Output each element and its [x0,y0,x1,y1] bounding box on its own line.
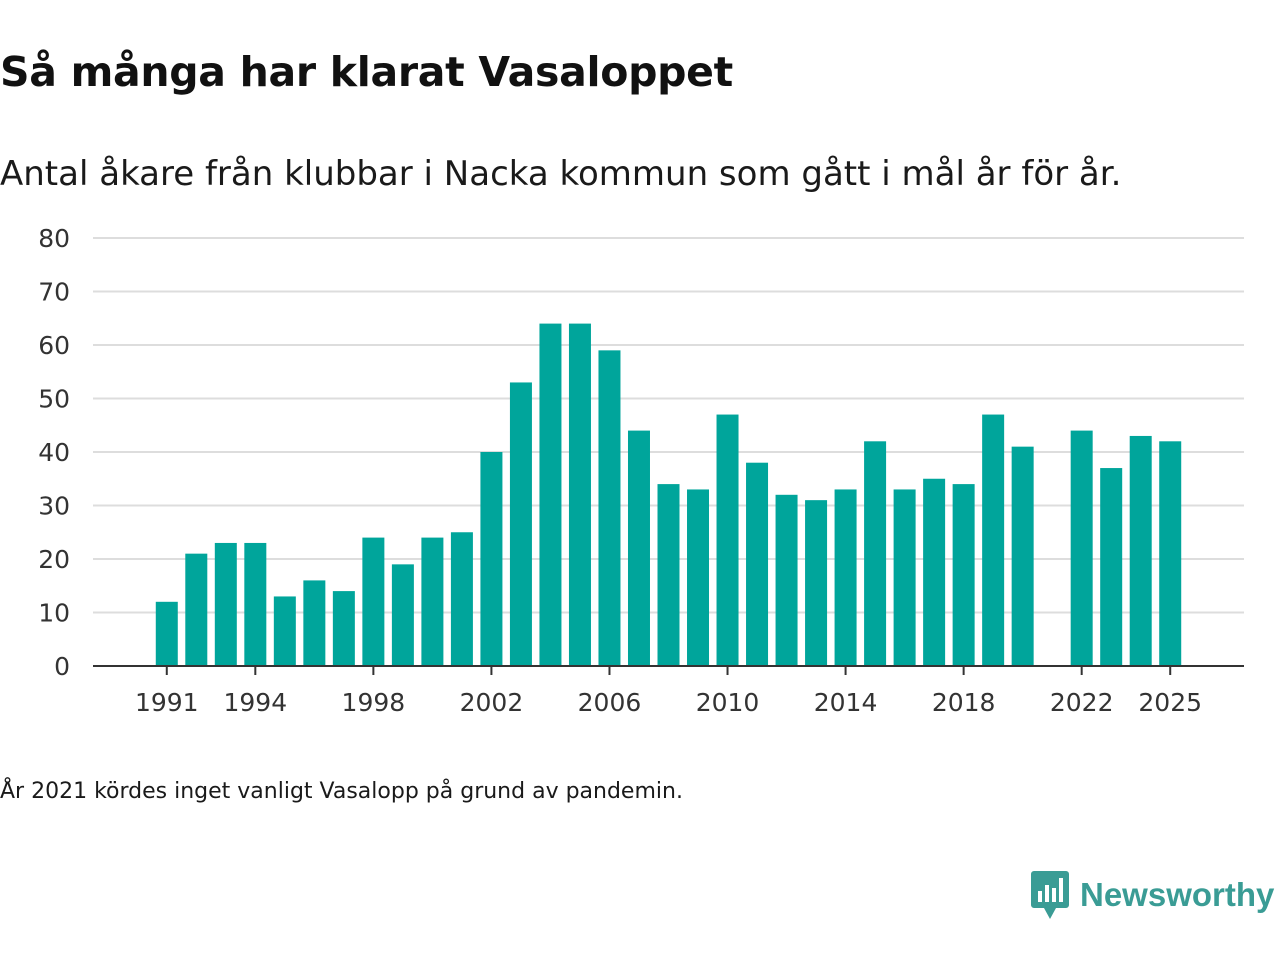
y-tick-label-10: 10 [38,599,70,628]
x-tick-label-2025: 2025 [1138,688,1202,717]
newsworthy-logo: Newsworthy [1030,868,1274,922]
x-tick-label-2022: 2022 [1050,688,1114,717]
y-tick-label-70: 70 [38,278,70,307]
bar-2001 [450,532,473,666]
bar-2017 [923,478,946,666]
bar-2020 [1011,446,1034,666]
x-tick-label-2006: 2006 [578,688,642,717]
bar-2000 [421,537,444,666]
bar-2011 [746,462,769,666]
bar-2022 [1070,430,1093,666]
bar-2004 [539,323,562,666]
bar-2008 [657,484,680,666]
x-tick-label-2018: 2018 [932,688,996,717]
bar-1992 [185,553,208,666]
bar-2015 [864,441,887,666]
bar-2010 [716,414,739,666]
bar-1991 [155,601,178,666]
footnote: År 2021 kördes inget vanligt Vasalopp på… [0,779,683,804]
bar-2009 [687,489,710,666]
x-tick-label-1998: 1998 [342,688,406,717]
bar-1996 [303,580,326,666]
bar-2014 [834,489,857,666]
x-tick-label-1991: 1991 [135,688,199,717]
chart-subtitle: Antal åkare från klubbar i Nacka kommun … [0,154,1122,194]
x-tick-label-2002: 2002 [460,688,524,717]
brand-name: Newsworthy [1080,876,1275,913]
newsworthy-logo-icon [1031,871,1069,919]
bar-2016 [893,489,916,666]
bar-2019 [982,414,1005,666]
bar-1998 [362,537,385,666]
y-tick-label-50: 50 [38,385,70,414]
bar-1993 [214,542,237,666]
bar-1995 [273,596,296,666]
y-tick-label-80: 80 [38,224,70,253]
bar-chart: 0 10 20 30 40 50 60 70 80 1991 1994 1998 2002 2006 201… [38,224,1244,717]
y-tick-label-0: 0 [54,652,70,681]
bar-2002 [480,452,503,666]
bar-2005 [568,323,591,666]
y-tick-label-20: 20 [38,545,70,574]
bar-2024 [1129,435,1152,666]
y-tick-label-40: 40 [38,438,70,467]
bar-1994 [244,542,267,666]
bar-2003 [509,382,532,666]
bar-2007 [627,430,650,666]
x-tick-label-2014: 2014 [814,688,878,717]
bar-1999 [391,564,414,666]
x-tick-label-2010: 2010 [696,688,760,717]
bar-2013 [805,500,828,666]
bar-2023 [1100,468,1123,666]
chart-title: Så många har klarat Vasaloppet [0,48,733,96]
bar-2025 [1159,441,1182,666]
axes: 0 10 20 30 40 50 60 70 80 1991 1994 1998 2002 2006 201… [38,224,1244,717]
bars [155,323,1182,666]
bar-2006 [598,350,621,666]
x-tick-label-1994: 1994 [224,688,288,717]
bar-1997 [332,591,355,666]
y-tick-label-60: 60 [38,331,70,360]
bar-2012 [775,494,798,666]
y-tick-label-30: 30 [38,492,70,521]
bar-2018 [952,484,975,666]
